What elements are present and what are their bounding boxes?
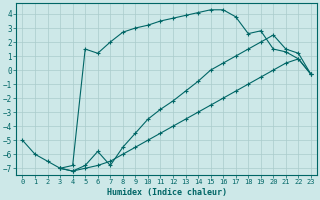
X-axis label: Humidex (Indice chaleur): Humidex (Indice chaleur) — [107, 188, 227, 197]
